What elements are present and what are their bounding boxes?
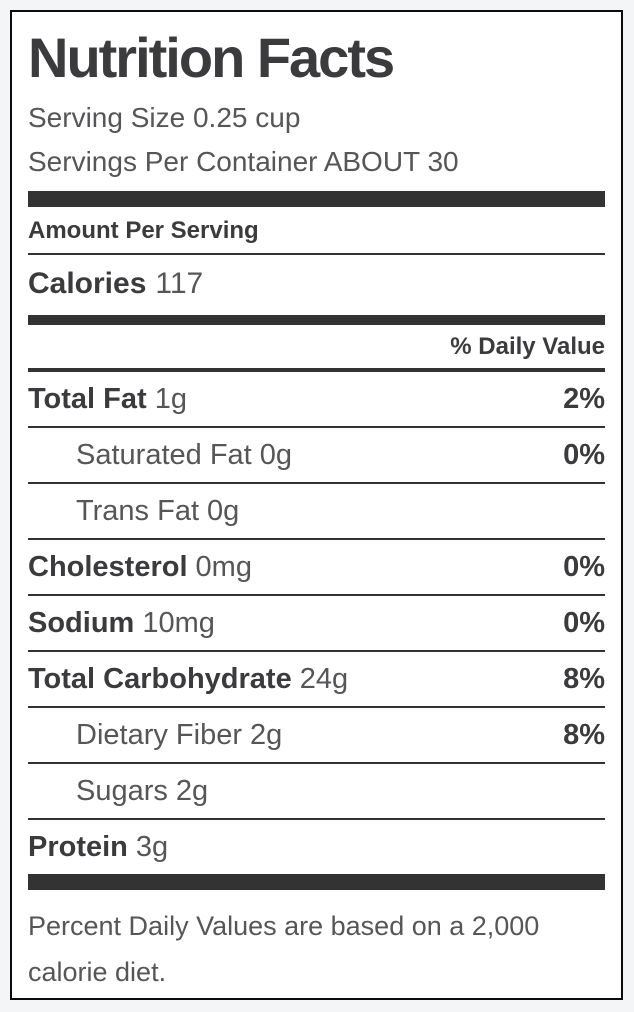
label-title: Nutrition Facts — [28, 26, 395, 89]
thick-separator-bottom — [28, 874, 605, 890]
row-total-fat: Total Fat 1g 2% — [28, 372, 605, 426]
medium-separator-calories — [28, 315, 605, 325]
nutrient-name: Total Fat — [28, 383, 147, 415]
nutrient-daily-value: 2% — [563, 383, 605, 415]
row-divider — [28, 594, 605, 596]
row-divider — [28, 818, 605, 820]
row-cholesterol: Cholesterol 0mg 0% — [28, 540, 605, 594]
nutrient-daily-value: 0% — [563, 551, 605, 583]
amount-per-serving-label: Amount Per Serving — [28, 217, 259, 244]
nutrient-amount: 0g — [207, 495, 240, 527]
calories-row: Calories 117 — [28, 255, 605, 315]
row-divider — [28, 706, 605, 708]
row-divider — [28, 650, 605, 652]
nutrient-name: Total Carbohydrate — [28, 663, 292, 695]
calories-value: 117 — [155, 267, 204, 300]
nutrient-amount: 10mg — [142, 607, 215, 639]
calories-label: Calories — [28, 267, 147, 300]
row-divider — [28, 426, 605, 428]
nutrient-amount: 2g — [175, 775, 209, 807]
nutrient-amount: 0g — [259, 439, 292, 471]
nutrient-name: Trans Fat — [76, 495, 200, 527]
footnote: Percent Daily Values are based on a 2,00… — [28, 911, 540, 987]
row-trans-fat: Trans Fat 0g — [28, 484, 605, 538]
row-sugars: Sugars 2g — [28, 764, 605, 818]
row-divider — [28, 538, 605, 540]
row-sodium: Sodium 10mg 0% — [28, 596, 605, 650]
servings-per-container: Servings Per Container ABOUT 30 — [28, 146, 459, 177]
daily-value-header: % Daily Value — [450, 333, 605, 360]
row-protein: Protein 3g — [28, 820, 605, 874]
nutrient-amount: 3g — [135, 831, 169, 863]
nutrient-amount: 0mg — [195, 551, 252, 583]
row-divider — [28, 482, 605, 484]
thick-separator-top — [28, 191, 605, 207]
row-saturated-fat: Saturated Fat 0g 0% — [28, 428, 605, 482]
nutrient-name: Sodium — [28, 607, 135, 639]
serving-size: Serving Size 0.25 cup — [28, 102, 301, 133]
rule-under-amount-per-serving — [28, 253, 605, 255]
nutrient-name: Saturated Fat — [76, 439, 252, 471]
rule-under-daily-value-header — [28, 368, 605, 372]
nutrient-amount: 2g — [250, 719, 283, 751]
nutrient-daily-value: 8% — [563, 719, 605, 751]
row-total-carbohydrate: Total Carbohydrate 24g 8% — [28, 652, 605, 706]
nutrient-daily-value: 8% — [563, 663, 605, 695]
nutrient-amount: 24g — [299, 663, 349, 695]
nutrition-facts-label: Nutrition Facts Serving Size 0.25 cup Se… — [10, 10, 623, 1000]
nutrient-daily-value: 0% — [563, 607, 605, 639]
nutrient-amount: 1g — [154, 383, 187, 415]
nutrient-daily-value: 0% — [563, 439, 605, 471]
row-dietary-fiber: Dietary Fiber 2g 8% — [28, 708, 605, 762]
nutrient-name: Sugars — [76, 775, 168, 807]
nutrient-name: Protein — [28, 831, 128, 863]
nutrient-name: Cholesterol — [28, 551, 188, 583]
row-divider — [28, 762, 605, 764]
nutrient-name: Dietary Fiber — [76, 719, 242, 751]
